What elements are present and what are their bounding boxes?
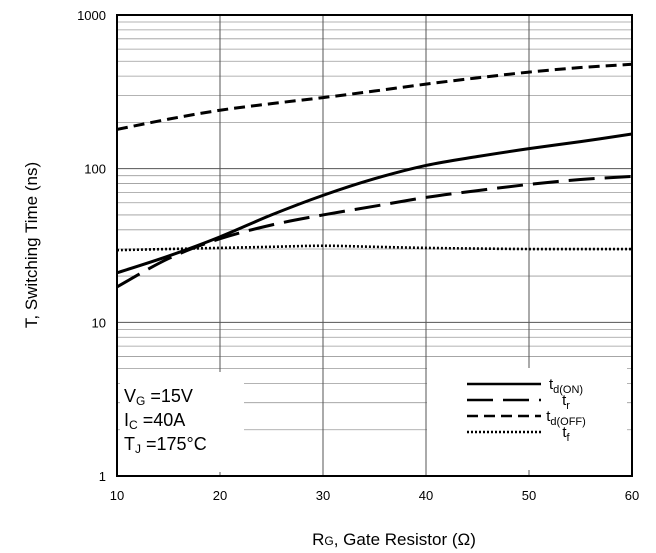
y-tick-label: 100 xyxy=(84,162,106,177)
series-lines xyxy=(117,62,632,289)
condition-text: TJ =175°C xyxy=(124,434,207,456)
legend-label: td(OFF) xyxy=(546,408,586,428)
x-tick-label: 30 xyxy=(316,488,330,503)
legend-label: td(ON) xyxy=(549,376,583,396)
x-axis-label: RG, Gate Resistor (Ω) xyxy=(312,530,476,549)
x-tick-label: 60 xyxy=(625,488,639,503)
x-tick-label: 50 xyxy=(522,488,536,503)
series-line-0 xyxy=(117,132,632,275)
condition-text: IC =40A xyxy=(124,410,185,432)
y-tick-label: 1000 xyxy=(77,8,106,23)
y-axis-label: T, Switching Time (ns) xyxy=(22,162,41,328)
x-tick-label: 40 xyxy=(419,488,433,503)
tick-labels: 10 20 30 40 50 60 1 10 100 1000 xyxy=(77,8,639,503)
legend-label: tr xyxy=(562,392,570,412)
plot-frame xyxy=(116,14,633,477)
y-tick-label: 1 xyxy=(99,469,106,484)
series-line-3 xyxy=(117,244,632,252)
series-line-1 xyxy=(117,174,632,289)
condition-text: VG =15V xyxy=(124,386,193,408)
x-tick-label: 20 xyxy=(213,488,227,503)
x-tick-label: 10 xyxy=(110,488,124,503)
conditions-box xyxy=(120,372,244,472)
y-tick-label: 10 xyxy=(92,315,106,330)
grid xyxy=(117,15,632,476)
legend-label: tf xyxy=(562,424,570,444)
series-line-2 xyxy=(117,62,632,131)
